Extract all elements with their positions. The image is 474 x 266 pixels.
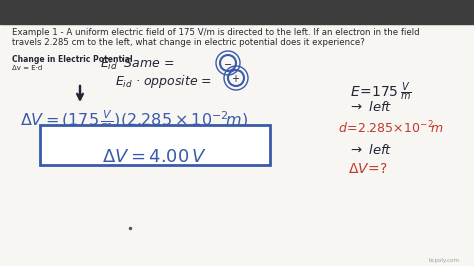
Text: $\Delta V = (175\,\frac{V}{m})(2.285\times10^{-2}\!m)$: $\Delta V = (175\,\frac{V}{m})(2.285\tim… xyxy=(20,108,248,132)
Text: bcpoly.com: bcpoly.com xyxy=(429,258,460,263)
Text: travels 2.285 cm to the left, what change in electric potential does it experien: travels 2.285 cm to the left, what chang… xyxy=(12,38,365,47)
Text: $E_{id}$ 'Same =: $E_{id}$ 'Same = xyxy=(100,57,174,72)
Bar xyxy=(40,125,270,165)
Text: $+$: $+$ xyxy=(231,73,240,84)
Text: Δv = E·d: Δv = E·d xyxy=(12,65,42,71)
Text: Example 1 - A uniform electric field of 175 V/m is directed to the left. If an e: Example 1 - A uniform electric field of … xyxy=(12,28,419,37)
Text: $E\!=\!175\,\frac{V}{m}$: $E\!=\!175\,\frac{V}{m}$ xyxy=(350,80,411,103)
Text: Change in Electric Potential: Change in Electric Potential xyxy=(12,55,133,64)
Text: $\Delta V = 4.00\,V$: $\Delta V = 4.00\,V$ xyxy=(102,148,208,166)
Text: $\rightarrow$ left: $\rightarrow$ left xyxy=(348,143,392,157)
Text: $E_{id}$ · opposite =: $E_{id}$ · opposite = xyxy=(115,73,212,90)
Text: $\Delta V\!=\!?$: $\Delta V\!=\!?$ xyxy=(348,162,388,176)
Text: $\rightarrow$ left: $\rightarrow$ left xyxy=(348,100,392,114)
Text: $d\!=\!2.285\!\times\!10^{-2}\!m$: $d\!=\!2.285\!\times\!10^{-2}\!m$ xyxy=(338,120,444,137)
Text: $-$: $-$ xyxy=(223,58,233,68)
Bar xyxy=(0,0,474,24)
